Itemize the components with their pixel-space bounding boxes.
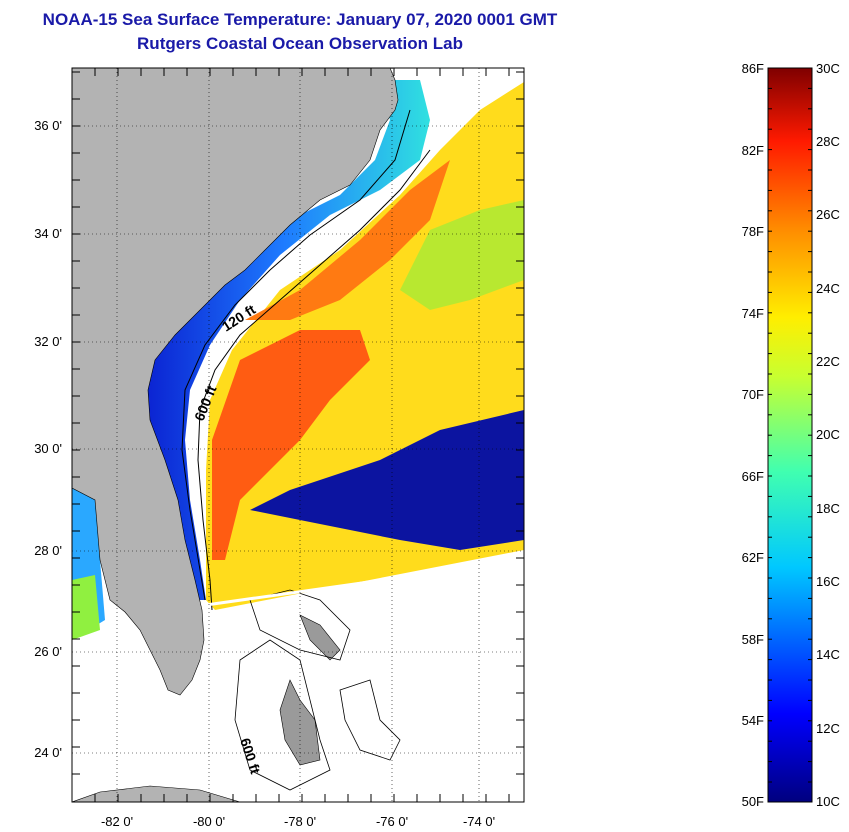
graticule [72, 68, 524, 802]
colorbar-f-label: 66F [742, 469, 764, 484]
land-mass [72, 68, 399, 696]
colorbar-c-label: 26C [816, 207, 840, 222]
bahamas-contour [234, 639, 331, 791]
lat-tick-label: 36 0' [34, 118, 62, 133]
contour-600ft [197, 149, 431, 611]
colorbar-f-label: 58F [742, 632, 764, 647]
land-cuba [72, 785, 241, 802]
bahamas-contour [339, 679, 401, 761]
lon-tick-label: -74 0' [463, 814, 495, 829]
lat-tick-label: 30 0' [34, 441, 62, 456]
contour-120ft [181, 109, 411, 601]
colorbar-c-label: 12C [816, 721, 840, 736]
lat-tick-label: 26 0' [34, 644, 62, 659]
colorbar-c-label: 14C [816, 647, 840, 662]
colorbar-f-label: 82F [742, 143, 764, 158]
colorbar-c-label: 24C [816, 281, 840, 296]
longitude-labels: -82 0' -80 0' -78 0' -76 0' -74 0' [101, 814, 495, 829]
green-band-east [400, 200, 524, 310]
colorbar-c-label: 22C [816, 354, 840, 369]
map-title: NOAA-15 Sea Surface Temperature: January… [42, 10, 558, 29]
colorbar [767, 67, 813, 803]
lon-tick-label: -82 0' [101, 814, 133, 829]
colorbar-f-label: 62F [742, 550, 764, 565]
colorbar-f-label: 54F [742, 713, 764, 728]
colorbar-c-label: 28C [816, 134, 840, 149]
colorbar-f-label: 86F [742, 61, 764, 76]
gulf-water-warm [72, 575, 100, 640]
map-frame [71, 67, 525, 803]
lon-tick-label: -78 0' [284, 814, 316, 829]
colorbar-c-label: 10C [816, 794, 840, 809]
map-subtitle: Rutgers Coastal Ocean Observation Lab [137, 34, 463, 53]
colorbar-c-label: 18C [816, 501, 840, 516]
axis-ticks [71, 68, 524, 802]
colorbar-f-labels: 86F 82F 78F 74F 70F 66F 62F 58F 54F 50F [742, 61, 764, 809]
colorbar-ticks [768, 67, 812, 783]
swath-edge [205, 558, 524, 607]
warm-tongue-north [245, 160, 450, 320]
colorbar-f-label: 78F [742, 224, 764, 239]
colorbar-f-label: 74F [742, 306, 764, 321]
lat-tick-label: 32 0' [34, 334, 62, 349]
bahamas-island [299, 614, 341, 661]
colorbar-c-labels: 30C 28C 26C 24C 22C 20C 18C 16C 14C 12C … [816, 61, 840, 809]
colorbar-f-label: 70F [742, 387, 764, 402]
lat-tick-label: 28 0' [34, 543, 62, 558]
bahamas-island [279, 679, 321, 766]
colorbar-c-label: 20C [816, 427, 840, 442]
cool-clouds-east [250, 410, 524, 550]
lon-tick-label: -76 0' [376, 814, 408, 829]
colorbar-f-label: 50F [742, 794, 764, 809]
gulf-stream-core [212, 330, 370, 560]
lat-tick-label: 24 0' [34, 745, 62, 760]
colorbar-c-label: 30C [816, 61, 840, 76]
shelf-water-cold [140, 80, 430, 600]
colorbar-c-label: 16C [816, 574, 840, 589]
lat-tick-label: 34 0' [34, 226, 62, 241]
lon-tick-label: -80 0' [193, 814, 225, 829]
latitude-labels: 36 0' 34 0' 32 0' 30 0' 28 0' 26 0' 24 0… [34, 118, 62, 760]
